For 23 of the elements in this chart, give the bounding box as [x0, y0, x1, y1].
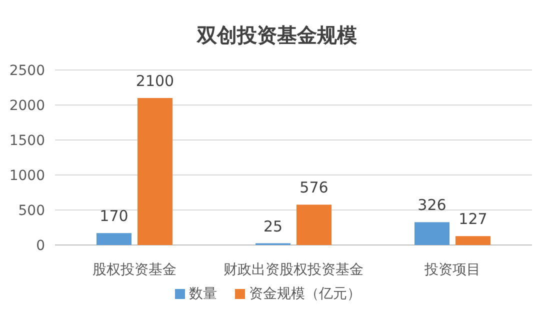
data-label: 326	[418, 196, 446, 214]
x-tick-label: 股权投资基金	[92, 262, 176, 278]
y-tick-label: 0	[36, 238, 45, 254]
bar	[414, 222, 450, 245]
bar	[456, 236, 490, 245]
chart-title: 双创投资基金规模	[196, 23, 357, 47]
y-tick-label: 1000	[9, 168, 45, 184]
x-tick-label: 财政出资股权投资基金	[224, 262, 364, 278]
legend-label: 资金规模（亿元）	[249, 286, 361, 302]
y-tick-label: 1500	[9, 133, 45, 149]
bar	[138, 98, 172, 245]
legend-label: 数量	[189, 286, 217, 302]
data-label: 2100	[136, 72, 174, 90]
data-label: 127	[458, 210, 488, 228]
data-label: 25	[263, 217, 283, 236]
y-tick-label: 2500	[9, 63, 45, 79]
bar	[96, 233, 132, 245]
bar	[296, 204, 332, 245]
data-label: 170	[100, 207, 128, 226]
y-tick-label: 500	[18, 203, 45, 219]
data-label: 576	[300, 178, 328, 197]
x-tick-label: 投资项目	[424, 262, 480, 278]
y-tick-label: 2000	[9, 98, 45, 114]
